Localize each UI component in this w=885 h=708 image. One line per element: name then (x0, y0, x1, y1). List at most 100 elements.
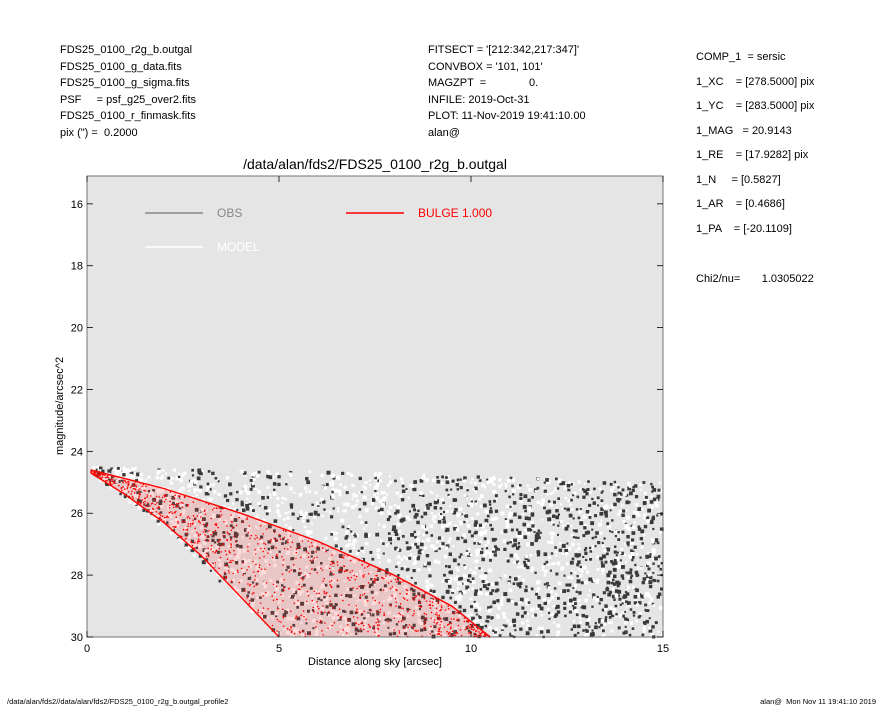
obs-point (429, 524, 433, 528)
bulge-point (324, 622, 326, 624)
obs-point (491, 517, 495, 521)
bulge-point (312, 606, 315, 609)
obs-point (631, 559, 634, 562)
bulge-point (230, 514, 232, 516)
obs-point (648, 626, 652, 630)
obs-point (370, 590, 374, 594)
obs-point (470, 613, 473, 617)
bulge-point (475, 630, 478, 632)
obs-point (266, 616, 270, 620)
obs-point (456, 478, 460, 482)
obs-point (452, 545, 455, 548)
obs-point (308, 530, 313, 534)
obs-point (240, 500, 244, 504)
bulge-point (106, 479, 108, 482)
obs-point (496, 599, 500, 603)
obs-point (503, 529, 508, 534)
obs-point (403, 595, 406, 598)
obs-point (459, 553, 463, 556)
obs-point (313, 605, 318, 610)
obs-point (433, 599, 438, 604)
obs-point (557, 581, 562, 586)
obs-point (382, 552, 385, 555)
obs-point (515, 546, 520, 550)
obs-point (622, 509, 626, 513)
bulge-point (233, 549, 235, 552)
obs-point (585, 622, 590, 626)
obs-point (594, 535, 597, 539)
bulge-point (246, 517, 249, 519)
obs-point (512, 501, 517, 505)
obs-point (490, 527, 494, 531)
bulge-point (230, 529, 233, 532)
obs-point (643, 491, 647, 495)
obs-point (659, 527, 664, 532)
obs-point (295, 581, 299, 584)
obs-point (618, 597, 622, 601)
bulge-point (327, 627, 329, 630)
bulge-point (311, 600, 314, 602)
bulge-point (438, 630, 441, 632)
bulge-point (149, 505, 151, 507)
obs-point (659, 489, 663, 493)
obs-point (647, 551, 650, 554)
obs-point (576, 574, 579, 578)
bulge-point (283, 536, 285, 539)
obs-point (259, 608, 262, 612)
obs-point (459, 592, 462, 595)
obs-point (311, 550, 315, 554)
bulge-point (230, 561, 232, 564)
obs-point (475, 559, 479, 563)
bulge-point (336, 561, 339, 563)
obs-point (149, 485, 152, 488)
obs-point (338, 569, 342, 574)
obs-point (626, 618, 630, 622)
obs-point (649, 520, 653, 525)
bulge-point (247, 583, 249, 585)
bulge-point (208, 503, 210, 506)
bulge-point (313, 557, 316, 559)
bulge-point (307, 540, 310, 542)
bulge-point (323, 590, 326, 593)
bulge-point (355, 610, 358, 612)
obs-point (604, 623, 607, 626)
bulge-point (368, 625, 371, 627)
bulge-point (295, 557, 297, 560)
bulge-point (424, 626, 426, 629)
param-row-2: 1_YC = [283.5000] pix (696, 100, 815, 112)
obs-point (232, 578, 235, 582)
obs-point (638, 614, 642, 617)
obs-point (579, 574, 583, 578)
obs-point (596, 496, 600, 500)
obs-point (389, 542, 392, 545)
obs-point (275, 615, 278, 618)
bulge-point (469, 631, 471, 634)
obs-point (526, 565, 530, 570)
bulge-point (360, 628, 362, 630)
obs-point (256, 474, 260, 478)
bulge-point (175, 525, 177, 528)
bulge-point (128, 483, 130, 486)
obs-point (134, 467, 137, 471)
obs-point (494, 545, 497, 548)
obs-point (535, 533, 538, 536)
obs-point (360, 491, 363, 494)
bulge-point (281, 573, 284, 575)
bulge-point (298, 583, 300, 586)
bulge-point (438, 633, 441, 635)
obs-point (540, 626, 544, 631)
obs-point (593, 487, 596, 491)
obs-point (620, 493, 623, 496)
obs-point (349, 610, 354, 615)
obs-point (577, 516, 581, 520)
obs-point (527, 559, 530, 562)
y-tick-label-20: 20 (71, 323, 83, 335)
obs-point (235, 555, 240, 559)
obs-point (363, 617, 366, 620)
bulge-point (202, 523, 205, 526)
obs-point (643, 631, 646, 634)
bulge-point (154, 499, 156, 501)
obs-point (270, 611, 275, 615)
obs-point (637, 527, 642, 531)
bulge-point (230, 560, 232, 562)
